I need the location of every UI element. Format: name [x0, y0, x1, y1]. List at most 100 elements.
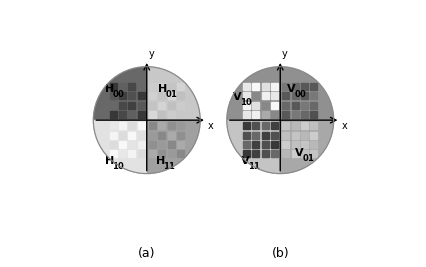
- Bar: [252, 102, 259, 109]
- Bar: [109, 102, 116, 109]
- Bar: [137, 111, 144, 118]
- Bar: [310, 92, 317, 99]
- Bar: [271, 150, 277, 157]
- Bar: [176, 132, 184, 139]
- Bar: [149, 132, 155, 139]
- Bar: [176, 92, 184, 99]
- Bar: [291, 132, 298, 139]
- Bar: [261, 102, 268, 109]
- Bar: [167, 102, 174, 109]
- Bar: [176, 141, 184, 148]
- Text: $\bf{V}$: $\bf{V}$: [240, 154, 250, 166]
- Bar: [176, 122, 184, 129]
- Bar: [310, 132, 317, 139]
- Bar: [158, 92, 165, 99]
- Bar: [242, 83, 250, 90]
- Bar: [300, 83, 307, 90]
- Bar: [158, 141, 165, 148]
- Text: y: y: [282, 49, 287, 59]
- Text: y: y: [148, 49, 154, 59]
- Bar: [282, 83, 289, 90]
- Bar: [109, 83, 116, 90]
- Bar: [167, 141, 174, 148]
- Bar: [149, 122, 155, 129]
- Bar: [271, 141, 277, 148]
- Bar: [176, 111, 184, 118]
- Bar: [167, 122, 174, 129]
- Text: $\bf{H}$: $\bf{H}$: [157, 82, 167, 94]
- Bar: [310, 111, 317, 118]
- Bar: [137, 102, 144, 109]
- Bar: [282, 132, 289, 139]
- Text: (b): (b): [271, 247, 288, 260]
- Bar: [252, 132, 259, 139]
- Bar: [149, 83, 155, 90]
- Text: $\bf{H}$: $\bf{H}$: [104, 154, 114, 166]
- Bar: [128, 122, 135, 129]
- Bar: [128, 83, 135, 90]
- Bar: [119, 92, 126, 99]
- Bar: [271, 102, 277, 109]
- Bar: [176, 102, 184, 109]
- Text: $\bf{V}$: $\bf{V}$: [232, 90, 242, 102]
- Text: $\bf{10}$: $\bf{10}$: [112, 160, 125, 171]
- Bar: [252, 92, 259, 99]
- Bar: [279, 120, 333, 174]
- Bar: [252, 83, 259, 90]
- Bar: [149, 150, 155, 157]
- Bar: [252, 122, 259, 129]
- Bar: [119, 102, 126, 109]
- Bar: [158, 132, 165, 139]
- Bar: [167, 83, 174, 90]
- Bar: [242, 150, 250, 157]
- Bar: [147, 120, 200, 174]
- Bar: [137, 132, 144, 139]
- Bar: [109, 122, 116, 129]
- Bar: [128, 150, 135, 157]
- Bar: [137, 150, 144, 157]
- Bar: [271, 132, 277, 139]
- Bar: [271, 92, 277, 99]
- Bar: [176, 150, 184, 157]
- Circle shape: [226, 67, 333, 174]
- Bar: [128, 132, 135, 139]
- Bar: [149, 141, 155, 148]
- Text: $\bf{H}$: $\bf{H}$: [104, 82, 114, 94]
- Bar: [282, 150, 289, 157]
- Bar: [300, 141, 307, 148]
- Bar: [137, 83, 144, 90]
- Bar: [119, 111, 126, 118]
- Bar: [271, 111, 277, 118]
- Bar: [167, 150, 174, 157]
- Text: $\bf{01}$: $\bf{01}$: [165, 88, 178, 99]
- Bar: [109, 132, 116, 139]
- Bar: [310, 141, 317, 148]
- Bar: [176, 83, 184, 90]
- Bar: [242, 92, 250, 99]
- Bar: [226, 120, 279, 174]
- Text: $\bf{V}$: $\bf{V}$: [285, 82, 296, 94]
- Bar: [310, 122, 317, 129]
- Bar: [149, 111, 155, 118]
- Bar: [291, 141, 298, 148]
- Bar: [252, 141, 259, 148]
- Bar: [137, 92, 144, 99]
- Bar: [158, 122, 165, 129]
- Bar: [291, 102, 298, 109]
- Bar: [242, 102, 250, 109]
- Bar: [167, 132, 174, 139]
- Bar: [252, 111, 259, 118]
- Text: $\bf{00}$: $\bf{00}$: [293, 88, 306, 99]
- Bar: [242, 141, 250, 148]
- Bar: [158, 111, 165, 118]
- Bar: [279, 67, 333, 120]
- Bar: [300, 102, 307, 109]
- Bar: [282, 141, 289, 148]
- Bar: [261, 132, 268, 139]
- Bar: [282, 102, 289, 109]
- Bar: [310, 83, 317, 90]
- Bar: [119, 141, 126, 148]
- Bar: [149, 102, 155, 109]
- Bar: [158, 150, 165, 157]
- Bar: [242, 122, 250, 129]
